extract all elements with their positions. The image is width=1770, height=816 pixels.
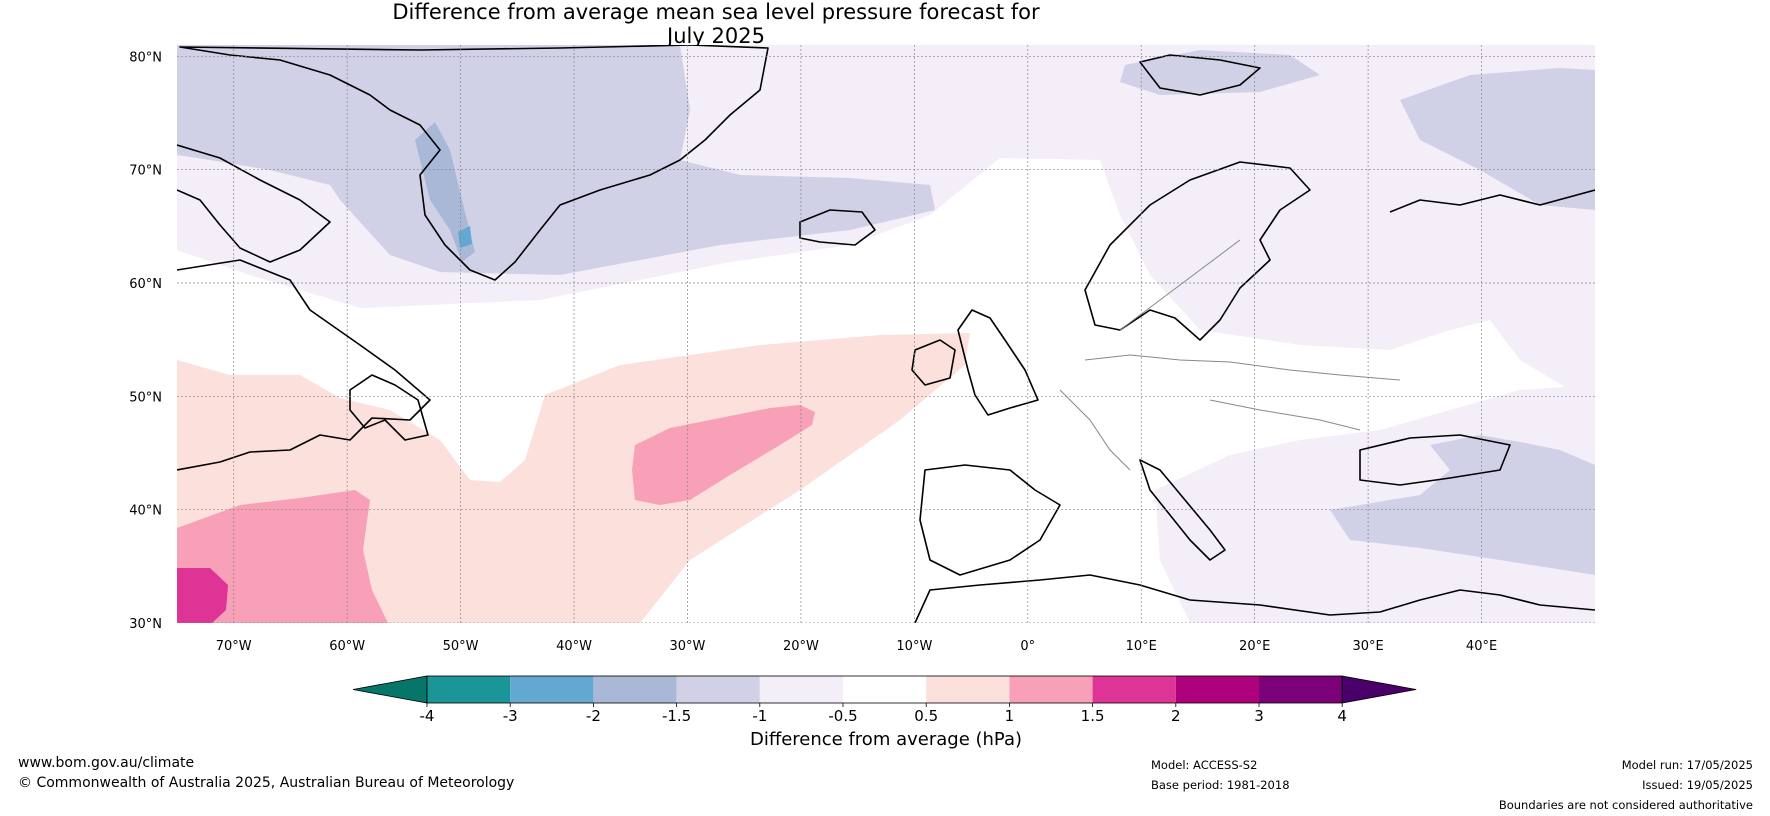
border-lines-central-europe [1084, 354, 1401, 381]
anomaly-area-plus-1-west [177, 490, 388, 623]
colorbar-segment [1092, 676, 1176, 703]
colorbar-segment [843, 676, 927, 703]
colorbar-segment [1009, 676, 1093, 703]
colorbar-segment [427, 676, 511, 703]
lat-tick-label: 70°N [129, 164, 162, 179]
colorbar-tick-label: 0.5 [914, 707, 938, 725]
colorbar-tick-label: 4 [1337, 707, 1347, 725]
colorbar-tick-label: -1 [752, 707, 767, 725]
colorbar-extend-high [1341, 675, 1417, 704]
colorbar-tick-label: -0.5 [828, 707, 857, 725]
lon-tick-label: 40°E [1466, 639, 1497, 654]
lat-tick-label: 60°N [129, 277, 162, 292]
anomaly-area-minus-1.5-denmark-strait [415, 122, 475, 262]
coastline-iceland [799, 209, 876, 246]
colorbar-segment [759, 676, 843, 703]
coastline-black-sea [1359, 434, 1511, 486]
title-line-2: July 2025 [667, 24, 765, 48]
anomaly-area-plus-1.5-spot [177, 568, 228, 623]
country-borders [1059, 239, 1401, 471]
coastline-newfoundland [349, 374, 429, 441]
colorbar-outline [426, 675, 1343, 704]
copyright-text: © Commonwealth of Australia 2025, Austra… [18, 775, 515, 791]
lon-tick-label: 40°W [556, 639, 592, 654]
lat-tick-label: 50°N [129, 390, 162, 405]
disclaimer-text: Boundaries are not considered authoritat… [1498, 798, 1753, 812]
anomaly-area-plus-0.5-atlantic [177, 333, 970, 623]
anomaly-area-minus-1-black-sea [1330, 435, 1595, 575]
colorbar-tick-label: 1.5 [1081, 707, 1105, 725]
border-lines-scandinavia [1119, 239, 1241, 331]
colorbar-tick-label: 1 [1005, 707, 1015, 725]
colorbar-tick-label: -1.5 [662, 707, 691, 725]
colorbar-label: Difference from average (hPa) [750, 729, 1022, 750]
lon-tick-label: 60°W [329, 639, 365, 654]
coastline-britain [957, 309, 1039, 416]
anomaly-area-minus-2-spot [458, 226, 472, 248]
coastline-greenland [179, 45, 769, 281]
colorbar-segment [510, 676, 594, 703]
anomaly-area-minus-1-greenland [177, 45, 935, 275]
anomaly-area-minus-1-svalbard [1120, 50, 1320, 95]
lon-tick-label: 20°E [1239, 639, 1270, 654]
lon-tick-label: 30°W [670, 639, 706, 654]
colorbar: -4 -3 -2 -1.5 -1 -0.5 0.5 1 1.5 2 3 4 [352, 675, 1417, 725]
lat-tick-label: 40°N [129, 504, 162, 519]
footer-left: www.bom.gov.au/climate © Commonwealth of… [18, 753, 514, 793]
coastline-north-africa [914, 574, 1595, 623]
colorbar-tick-label: 3 [1254, 707, 1264, 725]
coastline-italy [1139, 459, 1226, 561]
longitude-labels: 70°W 60°W 50°W 40°W 30°W 20°W 10°W 0° 10°E 20°E 30… [216, 639, 1497, 654]
base-period-text: Base period: 1981-2018 [1151, 778, 1290, 792]
lat-tick-label: 30°N [129, 617, 162, 632]
coastline-russia-arctic [1389, 189, 1595, 213]
colorbar-segment [676, 676, 760, 703]
colorbar-tick-label: -2 [586, 707, 601, 725]
coastlines [177, 45, 1595, 623]
colorbar-segment [926, 676, 1010, 703]
colorbar-tick-label: 2 [1171, 707, 1181, 725]
lon-tick-label: 30°E [1352, 639, 1383, 654]
lon-tick-label: 10°W [896, 639, 932, 654]
border-lines-eastern-europe [1209, 399, 1361, 431]
model-text: Model: ACCESS-S2 [1151, 758, 1258, 772]
latitude-labels: 80°N 70°N 60°N 50°N 40°N 30°N [129, 50, 162, 632]
anomaly-area-plus-1-atlantic [632, 405, 815, 505]
colorbar-tick-label: -3 [503, 707, 518, 725]
colorbar-segment [593, 676, 677, 703]
border-lines-france-germany [1059, 389, 1131, 471]
model-run-text: Model run: 17/05/2025 [1621, 758, 1753, 772]
coastline-iberia [919, 464, 1061, 576]
coastline-scandinavia [1084, 161, 1311, 341]
lon-tick-label: 10°E [1126, 639, 1157, 654]
colorbar-extend-low [352, 675, 428, 704]
coastline-ireland [911, 339, 956, 386]
footer-right: Model run: 17/05/2025 Issued: 19/05/2025… [1499, 755, 1753, 815]
colorbar-tick-label: -4 [420, 707, 435, 725]
colorbar-segment [1175, 676, 1259, 703]
map-title: Difference from average mean sea level p… [0, 0, 1432, 48]
website-link[interactable]: www.bom.gov.au/climate [18, 755, 195, 771]
coastline-svalbard [1139, 54, 1261, 96]
title-line-1: Difference from average mean sea level p… [392, 0, 1040, 24]
graticule [177, 45, 1595, 623]
anomaly-area-minus-1-russia [1400, 68, 1595, 210]
lon-tick-label: 20°W [783, 639, 819, 654]
footer-middle: Model: ACCESS-S2 Base period: 1981-2018 [1151, 755, 1290, 795]
colorbar-segment [1259, 676, 1343, 703]
lon-tick-label: 70°W [216, 639, 252, 654]
map-plot-area [177, 45, 1595, 623]
lat-tick-label: 80°N [129, 50, 162, 65]
lon-tick-label: 0° [1020, 639, 1035, 654]
coastline-labrador [177, 259, 431, 471]
issued-text: Issued: 19/05/2025 [1642, 778, 1753, 792]
lon-tick-label: 50°W [443, 639, 479, 654]
coastline-baffin-island [177, 144, 331, 263]
